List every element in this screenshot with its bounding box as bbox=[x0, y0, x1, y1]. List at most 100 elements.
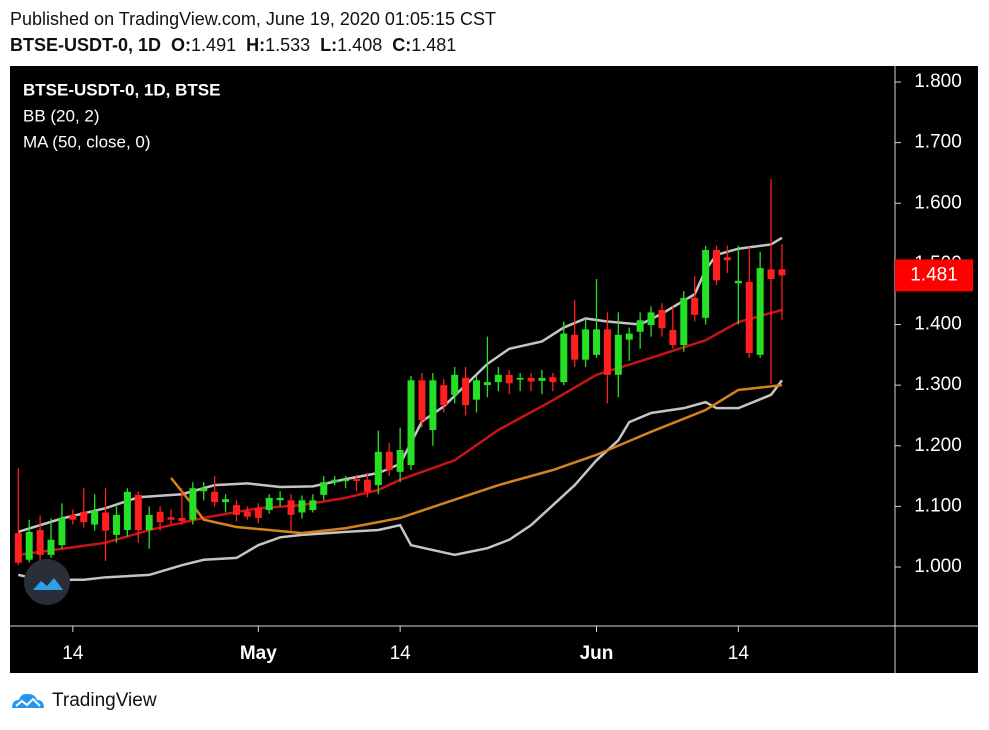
candle-body bbox=[134, 494, 142, 531]
y-tick-label: 1.700 bbox=[914, 132, 962, 153]
y-tick-label: 1.600 bbox=[914, 192, 962, 213]
y-tick-label: 1.300 bbox=[914, 374, 962, 395]
watermark-logo bbox=[24, 559, 70, 605]
candle-body bbox=[112, 514, 120, 535]
candle-body bbox=[25, 531, 33, 560]
candle-body bbox=[178, 517, 186, 521]
candle-body bbox=[102, 512, 110, 531]
candle-body bbox=[189, 488, 197, 520]
y-tick-label: 1.200 bbox=[914, 435, 962, 456]
footer-logo bbox=[12, 693, 44, 708]
candle-body bbox=[516, 377, 524, 380]
candle-body bbox=[167, 517, 175, 520]
candle-body bbox=[156, 511, 164, 523]
indicator-line bbox=[170, 383, 783, 535]
candle-body bbox=[505, 374, 513, 384]
indicator-label: BB (20, 2) bbox=[23, 106, 100, 125]
y-tick-label: 1.800 bbox=[914, 71, 962, 92]
chart: BTSE-USDT-0, 1D, BTSE BB (20, 2) MA (50,… bbox=[10, 66, 978, 673]
chart-background bbox=[10, 66, 978, 673]
chart-title: BTSE-USDT-0, 1D, BTSE bbox=[23, 80, 220, 99]
candle-body bbox=[363, 479, 371, 492]
header: Published on TradingView.com, June 19, 2… bbox=[10, 6, 496, 58]
candle-body bbox=[473, 380, 481, 400]
candle-body bbox=[462, 377, 470, 406]
candle-body bbox=[647, 312, 655, 326]
candle-body bbox=[494, 374, 502, 383]
candle-body bbox=[680, 297, 688, 346]
candle-body bbox=[418, 380, 426, 421]
ohlc-value: 1.408 bbox=[337, 35, 383, 55]
candle-body bbox=[385, 451, 393, 471]
candle-body bbox=[571, 334, 579, 360]
candle-body bbox=[276, 497, 284, 501]
candle-body bbox=[614, 334, 622, 375]
published-line: Published on TradingView.com, June 19, 2… bbox=[10, 9, 496, 29]
last-price-label: 1.481 bbox=[910, 264, 958, 285]
x-tick-label: Jun bbox=[580, 643, 614, 664]
candle-body bbox=[309, 500, 317, 511]
candle-body bbox=[756, 268, 764, 355]
brand: TradingView bbox=[52, 690, 157, 711]
candle-body bbox=[440, 385, 448, 406]
candle-body bbox=[429, 380, 437, 430]
candle-body bbox=[80, 511, 88, 523]
symbol: BTSE-USDT-0, 1D bbox=[10, 35, 162, 55]
candle-body bbox=[702, 249, 710, 318]
candle-body bbox=[320, 482, 328, 495]
ohlc-label: L: bbox=[320, 35, 338, 55]
candle-body bbox=[352, 479, 360, 481]
candle-body bbox=[593, 329, 601, 355]
candle-body bbox=[145, 514, 153, 531]
candle-body bbox=[287, 500, 295, 515]
candle-body bbox=[298, 500, 306, 513]
candle-body bbox=[658, 309, 666, 329]
candle-body bbox=[538, 377, 546, 381]
candle-body bbox=[14, 533, 22, 563]
candle-body bbox=[734, 280, 742, 284]
candle-body bbox=[69, 514, 77, 520]
candle-body bbox=[200, 488, 208, 492]
candle-body bbox=[713, 249, 721, 281]
candle-body bbox=[374, 451, 382, 486]
candle-body bbox=[254, 508, 262, 518]
candle-body bbox=[342, 479, 350, 482]
candle-body bbox=[560, 333, 568, 383]
candle-body bbox=[582, 329, 590, 360]
candle-body bbox=[636, 320, 644, 332]
candle-body bbox=[211, 491, 219, 503]
ohlc-label: C: bbox=[392, 35, 412, 55]
x-tick-label: 14 bbox=[62, 643, 84, 664]
candle-body bbox=[265, 497, 273, 511]
candle-body bbox=[691, 297, 699, 315]
candle-body bbox=[396, 450, 404, 472]
y-tick-label: 1.000 bbox=[914, 556, 962, 577]
y-tick-label: 1.400 bbox=[914, 314, 962, 335]
ohlc-value: 1.491 bbox=[191, 35, 237, 55]
candle-body bbox=[36, 530, 44, 555]
candle-body bbox=[407, 380, 415, 466]
ohlc-value: 1.533 bbox=[265, 35, 311, 55]
candle-body bbox=[778, 269, 786, 276]
ohlc-line: BTSE-USDT-0, 1D O:1.491 H:1.533 L:1.408 … bbox=[10, 32, 496, 58]
candle-body bbox=[669, 329, 677, 346]
footer: TradingView bbox=[10, 690, 157, 712]
ohlc-value: 1.481 bbox=[411, 35, 457, 55]
candle-body bbox=[625, 333, 633, 340]
x-tick-label: 14 bbox=[728, 643, 750, 664]
x-tick-label: May bbox=[240, 643, 277, 664]
candle-body bbox=[47, 539, 55, 555]
candle-body bbox=[58, 517, 66, 546]
candle-body bbox=[767, 269, 775, 280]
candle-body bbox=[232, 505, 240, 515]
ohlc-label: H: bbox=[246, 35, 266, 55]
plot-area bbox=[14, 179, 786, 581]
candle-body bbox=[243, 511, 251, 517]
candle-body bbox=[603, 329, 611, 375]
candle-body bbox=[451, 374, 459, 395]
y-tick-label: 1.100 bbox=[914, 495, 962, 516]
last-price-tag bbox=[895, 259, 973, 292]
candle-body bbox=[527, 377, 535, 382]
indicator-label: MA (50, close, 0) bbox=[23, 132, 151, 151]
